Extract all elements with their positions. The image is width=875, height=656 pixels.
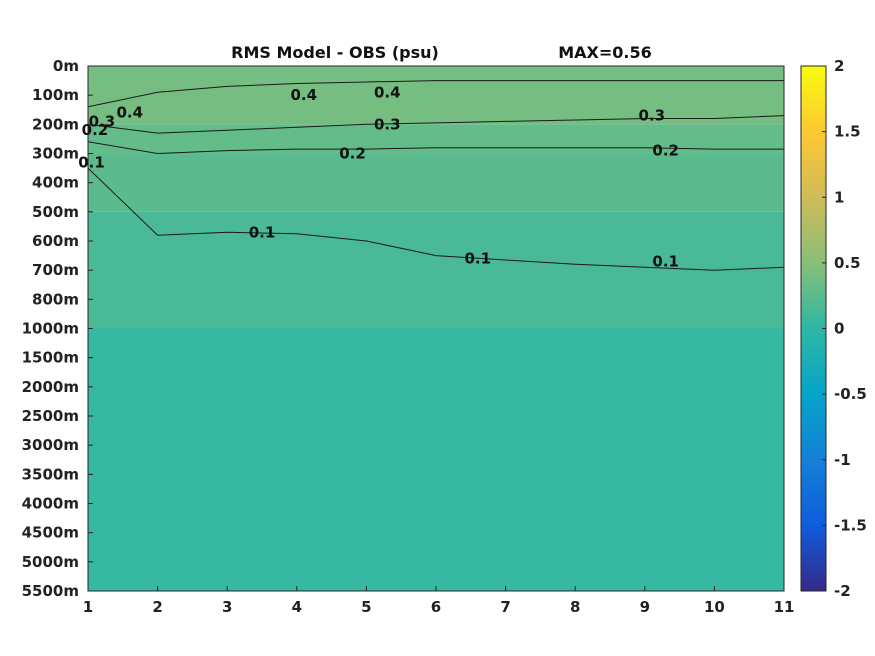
contour-label: 0.2	[82, 121, 109, 139]
contour-label: 0.2	[652, 142, 679, 160]
colorbar-tick-label: 2	[834, 57, 844, 75]
colorbar-tick-label: 1.5	[834, 123, 861, 141]
contour-lines	[87, 80, 785, 271]
contour-line-0.3	[87, 115, 785, 134]
color-field	[88, 66, 784, 591]
contour-line-0.4	[87, 80, 784, 108]
x-axis-ticks: 1 2 3 4 5 6 7 8 9 10 11	[83, 586, 795, 616]
x-tick-label: 2	[152, 598, 162, 616]
y-tick-label: 200m	[32, 115, 79, 133]
max-label: MAX=0.56	[558, 43, 652, 62]
field-band-4	[88, 328, 784, 591]
y-tick-label: 500m	[32, 203, 79, 221]
x-tick-label: 7	[500, 598, 510, 616]
y-tick-label: 5500m	[22, 582, 79, 600]
x-tick-label: 9	[640, 598, 650, 616]
x-tick-label: 1	[83, 598, 93, 616]
contour-label: 0.1	[249, 223, 276, 241]
field-band-3	[88, 211, 784, 329]
field-band-0	[88, 66, 784, 125]
y-tick-label: 4500m	[22, 524, 79, 542]
contour-labels: 0.40.4 0.40.3 0.3 0.30.20.2 0.20.10.10.1 0.1	[78, 83, 679, 270]
contour-label: 0.1	[78, 153, 105, 171]
x-tick-label: 3	[222, 598, 232, 616]
colorbar-tick-label: -1.5	[834, 516, 867, 534]
y-tick-label: 1500m	[22, 349, 79, 367]
contour-label: 0.4	[374, 83, 401, 101]
y-tick-label: 800m	[32, 290, 79, 308]
y-tick-label: 600m	[32, 232, 79, 250]
colorbar-tick-label: -1	[834, 451, 851, 469]
y-tick-label: 0m	[53, 57, 79, 75]
contour-line-0.2	[87, 141, 784, 155]
field-band-1	[88, 124, 784, 154]
colorbar-gradient	[800, 65, 827, 592]
y-tick-label: 700m	[32, 261, 79, 279]
colorbar-tick-label: -2	[834, 582, 851, 600]
y-tick-label: 300m	[32, 145, 79, 163]
colorbar-tick-label: -0.5	[834, 385, 867, 403]
x-tick-label: 11	[774, 598, 795, 616]
y-tick-label: 4000m	[22, 495, 79, 513]
colorbar-tick-label: 0	[834, 320, 844, 338]
contour-label: 0.1	[652, 252, 679, 270]
field-band-2	[88, 153, 784, 212]
y-tick-label: 3000m	[22, 436, 79, 454]
x-tick-label: 5	[361, 598, 371, 616]
x-tick-label: 6	[431, 598, 441, 616]
y-tick-label: 5000m	[22, 553, 79, 571]
colorbar-tick-label: 1	[834, 188, 844, 206]
contour-label: 0.4	[290, 86, 317, 104]
y-tick-label: 1000m	[22, 320, 79, 338]
x-tick-label: 10	[704, 598, 725, 616]
colorbar-tick-label: 0.5	[834, 254, 861, 272]
y-tick-label: 2500m	[22, 407, 79, 425]
contour-label: 0.3	[374, 115, 401, 133]
x-tick-label: 8	[570, 598, 580, 616]
y-tick-label: 100m	[32, 86, 79, 104]
x-tick-label: 4	[292, 598, 302, 616]
contour-line-0.1	[87, 167, 785, 271]
y-tick-label: 2000m	[22, 378, 79, 396]
colorbar: 2 1.5 1 0.5 0 -0.5 -1 -1.5 -2	[800, 57, 867, 600]
contour-label: 0.3	[89, 112, 116, 130]
contour-label: 0.4	[116, 104, 143, 122]
y-axis-ticks: 0m 100m 200m 300m 400m 500m 600m 700m 800m 1000m 1…	[22, 57, 93, 600]
y-tick-label: 400m	[32, 174, 79, 192]
contour-label: 0.3	[638, 107, 665, 125]
contour-label: 0.2	[339, 145, 366, 163]
contour-label: 0.1	[464, 250, 491, 268]
y-tick-label: 3500m	[22, 465, 79, 483]
chart-title: RMS Model - OBS (psu)	[231, 43, 439, 62]
